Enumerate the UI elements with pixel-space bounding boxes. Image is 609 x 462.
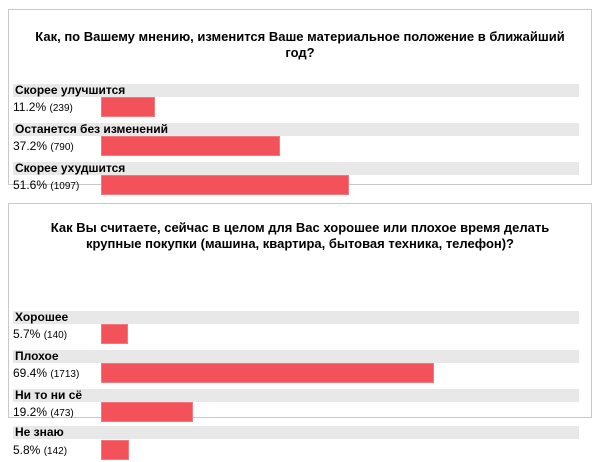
option-stat: 19.2% (473) (13, 402, 74, 424)
option-count: (790) (50, 142, 74, 153)
option-bar (101, 324, 128, 344)
option-label: Плохое (13, 350, 579, 363)
option-count: (239) (49, 103, 73, 114)
option-bar (101, 440, 129, 460)
option-label: Скорее ухудшится (13, 162, 579, 175)
option-bar (101, 175, 349, 195)
poll-1-question: Как, по Вашему мнению, изменится Ваше ма… (35, 29, 565, 60)
option-label: Не знаю (13, 426, 579, 439)
option-label: Хорошее (13, 311, 579, 324)
option-bar (101, 363, 434, 383)
option-percent: 69.4% (13, 366, 48, 380)
option-percent: 11.2% (13, 100, 47, 114)
option-stat: 69.4% (1713) (13, 363, 79, 385)
option-percent: 19.2% (13, 405, 48, 419)
option-percent: 5.8% (13, 443, 41, 457)
option-percent: 51.6% (13, 178, 48, 192)
poll-2: Как Вы считаете, сейчас в целом для Вас … (8, 203, 592, 460)
option-label: Ни то ни сё (13, 389, 579, 402)
option-bar (101, 136, 280, 156)
option-count: (473) (50, 408, 74, 419)
option-bar (101, 97, 155, 117)
option-stat: 37.2% (790) (13, 136, 74, 158)
option-label: Скорее улучшится (13, 84, 579, 97)
option-stat: 51.6% (1097) (13, 175, 79, 197)
option-stat: 5.7% (140) (13, 324, 67, 346)
option-percent: 37.2% (13, 139, 48, 153)
option-percent: 5.7% (13, 327, 41, 341)
option-bar (101, 402, 193, 422)
option-label: Останется без изменений (13, 123, 579, 136)
option-count: (140) (43, 330, 68, 341)
option-stat: 11.2% (239) (13, 97, 73, 119)
option-count: (142) (43, 446, 68, 457)
poll-2-question: Как Вы считаете, сейчас в целом для Вас … (50, 220, 550, 251)
option-stat: 5.8% (142) (13, 440, 67, 462)
option-count: (1713) (50, 369, 80, 380)
option-count: (1097) (50, 181, 80, 192)
poll-1: Как, по Вашему мнению, изменится Ваше ма… (8, 9, 592, 195)
